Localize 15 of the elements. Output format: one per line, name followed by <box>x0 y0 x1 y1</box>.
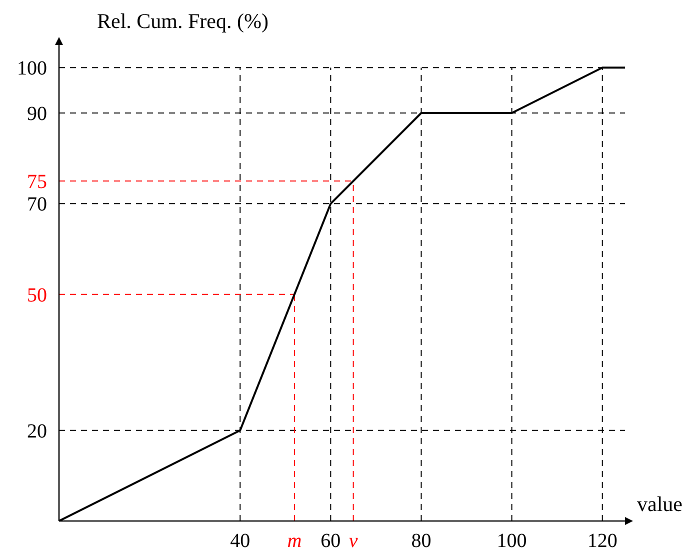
y-tick-label: 20 <box>27 420 47 442</box>
y-tick-label: 50 <box>27 284 47 306</box>
x-tick-label: m <box>287 530 302 552</box>
x-tick-label: 60 <box>320 530 341 552</box>
x-axis-title: value <box>637 492 682 516</box>
y-tick-label: 75 <box>27 171 47 193</box>
x-tick-label: 40 <box>230 530 250 552</box>
x-tick-label: 100 <box>496 530 527 552</box>
y-tick-label: 90 <box>27 103 47 125</box>
y-tick-label: 70 <box>27 194 47 216</box>
x-tick-label: v <box>348 530 358 552</box>
y-axis-title: Rel. Cum. Freq. (%) <box>97 9 268 33</box>
y-tick-label: 100 <box>17 58 47 80</box>
x-tick-label: 120 <box>587 530 618 552</box>
x-tick-label: 80 <box>411 530 432 552</box>
